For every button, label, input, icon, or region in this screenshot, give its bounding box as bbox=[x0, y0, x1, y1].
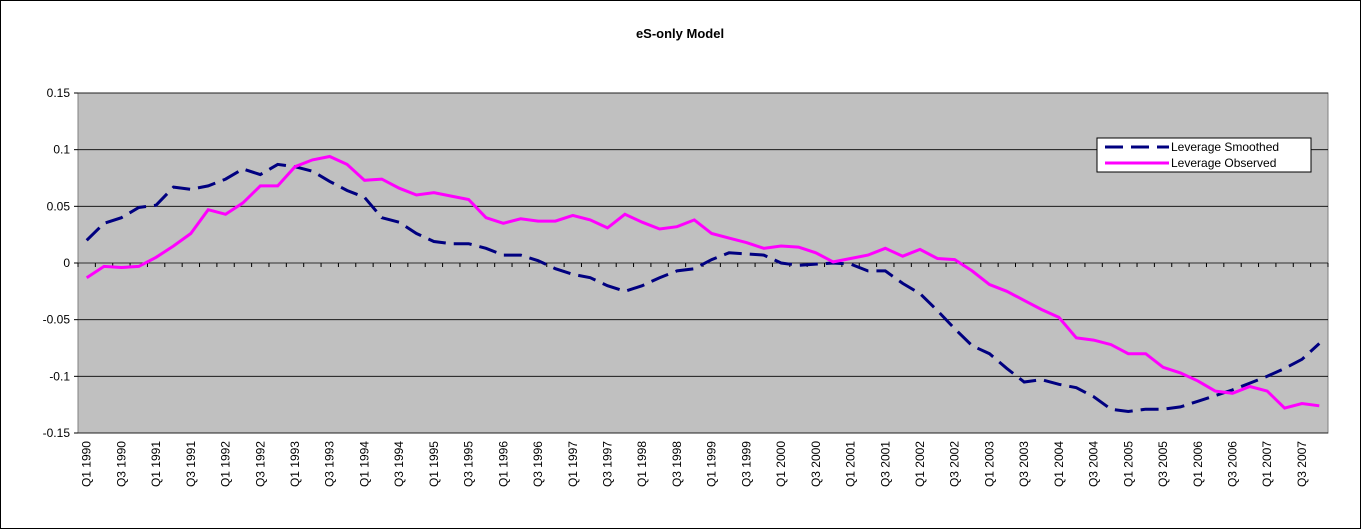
legend-box bbox=[1096, 137, 1312, 173]
x-tick-label: Q1 1991 bbox=[149, 441, 163, 487]
y-tick-label: 0.05 bbox=[47, 199, 71, 213]
x-tick-label: Q3 1993 bbox=[323, 441, 337, 487]
y-tick-label: 0 bbox=[63, 256, 70, 270]
x-tick-label: Q1 2004 bbox=[1052, 441, 1066, 487]
y-tick-label: -0.1 bbox=[49, 369, 70, 383]
x-tick-label: Q3 2004 bbox=[1087, 441, 1101, 487]
x-tick-label: Q1 1995 bbox=[427, 441, 441, 487]
x-tick-label: Q1 1999 bbox=[705, 441, 719, 487]
x-tick-label: Q1 1997 bbox=[566, 441, 580, 487]
x-tick-label: Q3 2002 bbox=[948, 441, 962, 487]
x-tick-label: Q1 1998 bbox=[635, 441, 649, 487]
x-tick-label: Q1 1993 bbox=[288, 441, 302, 487]
x-tick-label: Q3 2006 bbox=[1226, 441, 1240, 487]
x-tick-label: Q1 1990 bbox=[80, 441, 94, 487]
x-tick-label: Q3 1997 bbox=[601, 441, 615, 487]
x-tick-label: Q3 1998 bbox=[670, 441, 684, 487]
x-tick-label: Q3 1990 bbox=[114, 441, 128, 487]
y-tick-label: 0.15 bbox=[47, 86, 71, 100]
x-tick-label: Q3 1999 bbox=[739, 441, 753, 487]
x-tick-label: Q1 2007 bbox=[1260, 441, 1274, 487]
x-tick-label: Q3 2005 bbox=[1156, 441, 1170, 487]
x-tick-label: Q3 1991 bbox=[184, 441, 198, 487]
x-tick-label: Q1 2000 bbox=[774, 441, 788, 487]
x-tick-label: Q3 2003 bbox=[1017, 441, 1031, 487]
x-tick-label: Q3 2000 bbox=[809, 441, 823, 487]
legend-label: Leverage Smoothed bbox=[1171, 140, 1279, 154]
x-tick-label: Q3 1994 bbox=[392, 441, 406, 487]
x-tick-label: Q1 2002 bbox=[913, 441, 927, 487]
x-tick-label: Q1 2005 bbox=[1121, 441, 1135, 487]
line-series bbox=[85, 162, 1321, 414]
x-tick-label: Q3 1996 bbox=[531, 441, 545, 487]
y-tick-label: -0.15 bbox=[43, 426, 71, 440]
chart-title: eS-only Model bbox=[636, 26, 724, 41]
legend-label: Leverage Observed bbox=[1171, 156, 1276, 170]
x-tick-label: Q1 2001 bbox=[844, 441, 858, 487]
y-tick-label: -0.05 bbox=[43, 313, 71, 327]
y-tick-label: 0.1 bbox=[53, 143, 70, 157]
x-tick-label: Q3 1995 bbox=[462, 441, 476, 487]
line-series bbox=[85, 154, 1320, 410]
x-tick-label: Q1 2006 bbox=[1191, 441, 1205, 487]
x-tick-label: Q1 1994 bbox=[357, 441, 371, 487]
x-tick-label: Q1 1992 bbox=[219, 441, 233, 487]
x-tick-label: Q3 2001 bbox=[878, 441, 892, 487]
x-tick-label: Q3 2007 bbox=[1295, 441, 1309, 487]
x-tick-label: Q1 2003 bbox=[982, 441, 996, 487]
x-tick-label: Q3 1992 bbox=[253, 441, 267, 487]
x-tick-label: Q1 1996 bbox=[496, 441, 510, 487]
